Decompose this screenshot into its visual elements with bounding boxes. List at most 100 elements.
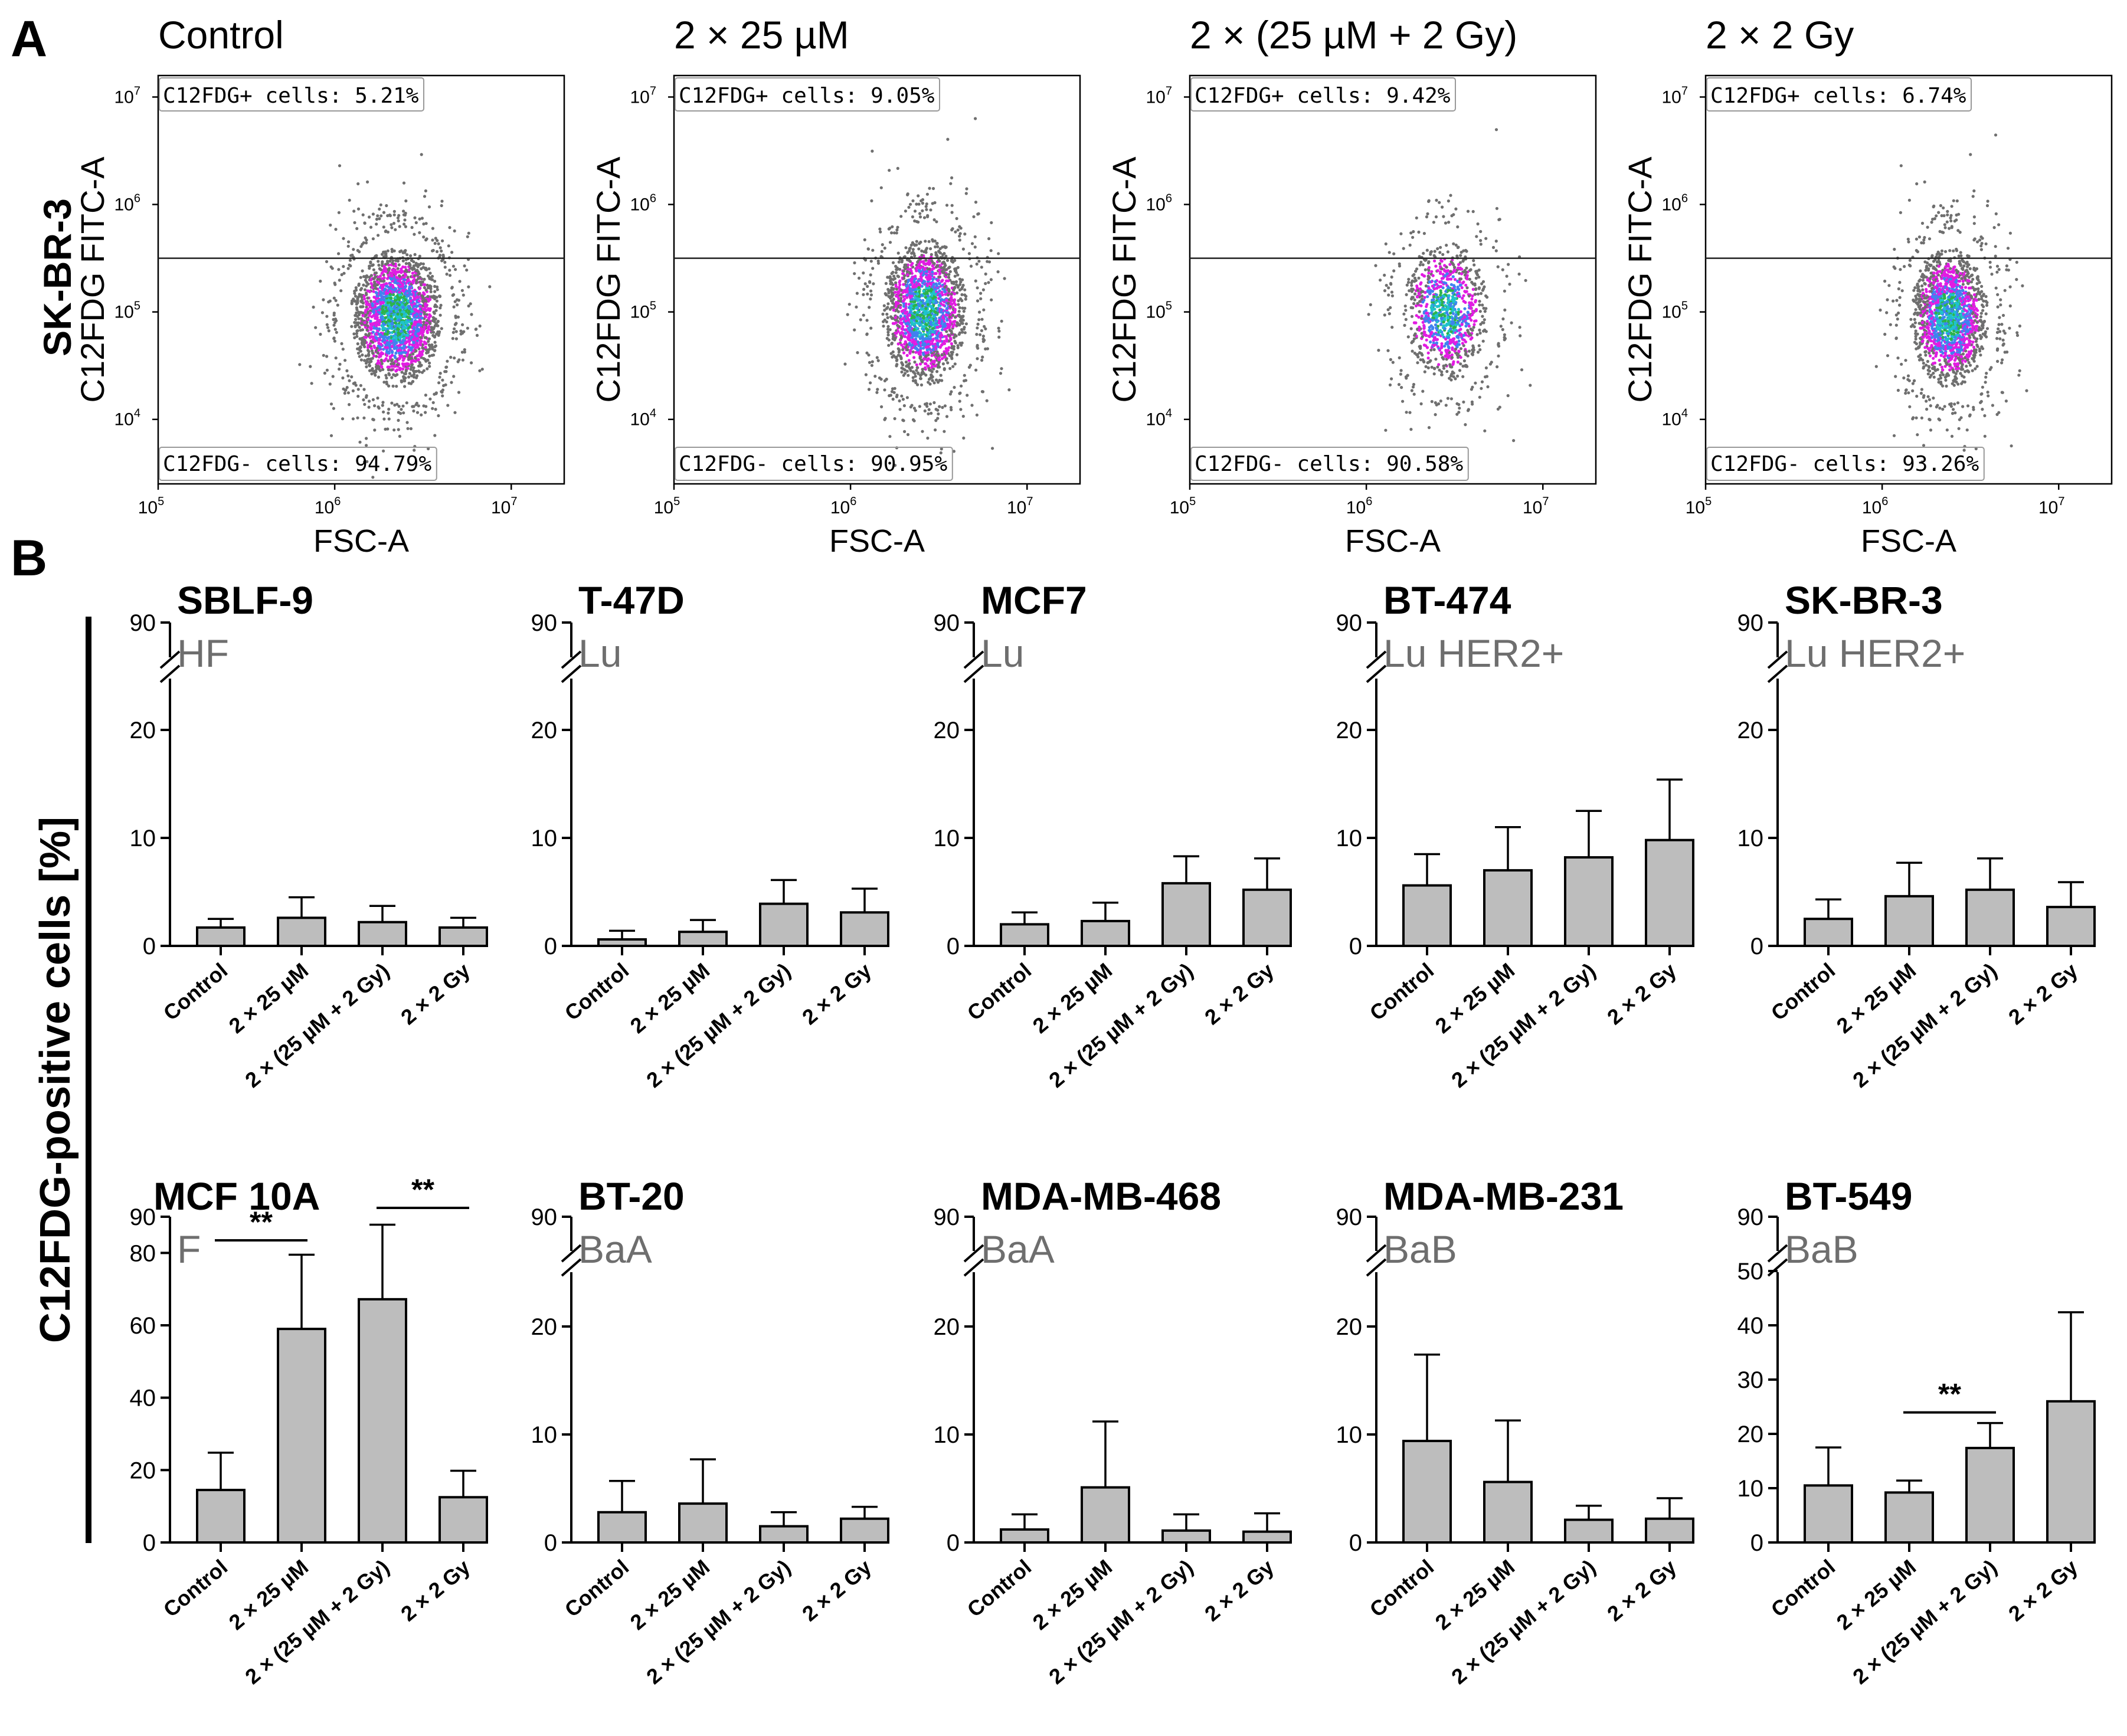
flow-dot xyxy=(887,290,891,294)
flow-dot xyxy=(888,241,892,244)
flow-dot xyxy=(370,315,374,319)
flow-dot xyxy=(906,433,910,437)
flow-dot xyxy=(414,332,417,336)
flow-dot xyxy=(362,388,366,391)
flow-dot xyxy=(455,298,459,302)
flow-dot xyxy=(1471,344,1475,348)
flow-dot xyxy=(866,284,869,288)
flow-dot xyxy=(1388,312,1391,316)
flow-dot xyxy=(417,292,421,296)
flow-dot xyxy=(1464,423,1467,427)
flow-gate-positive-label: C12FDG+ cells: 9.05% xyxy=(679,84,935,108)
flow-dot xyxy=(902,304,906,308)
flow-dot xyxy=(405,293,408,297)
flow-dot xyxy=(396,267,400,270)
flow-dot xyxy=(355,227,359,230)
flow-dot xyxy=(916,383,919,386)
flow-dot xyxy=(1411,306,1415,310)
flow-dot xyxy=(1451,312,1455,316)
flow-dot xyxy=(924,362,927,365)
flow-dot xyxy=(921,339,925,342)
flow-dot xyxy=(903,274,907,277)
flow-dot xyxy=(364,354,368,358)
flow-dot xyxy=(421,333,424,337)
flow-dot xyxy=(387,384,391,388)
flow-dot xyxy=(907,363,910,366)
flow-dot xyxy=(886,327,890,331)
flow-dot xyxy=(359,317,364,320)
flow-dot xyxy=(450,286,454,290)
flow-dot xyxy=(1510,321,1513,325)
flow-dot xyxy=(432,353,436,357)
flow-dot xyxy=(409,348,413,352)
flow-dot xyxy=(420,294,424,297)
flow-dot xyxy=(948,354,951,358)
flow-dot xyxy=(431,347,434,351)
flow-dot xyxy=(423,325,426,329)
flow-dot xyxy=(929,208,932,212)
flow-dot xyxy=(378,327,381,330)
flow-dot xyxy=(892,287,895,290)
flow-dot xyxy=(935,242,938,245)
flow-dot xyxy=(963,232,967,236)
flow-dot xyxy=(393,317,397,321)
flow-dot xyxy=(355,332,359,336)
flow-dot xyxy=(962,436,966,440)
flow-dot xyxy=(950,281,954,285)
flow-dot xyxy=(325,368,329,372)
flow-dot xyxy=(431,249,434,253)
flow-dot xyxy=(418,361,421,365)
flow-dot xyxy=(415,354,419,358)
flow-dot xyxy=(397,349,400,352)
flow-dot xyxy=(989,278,993,281)
flow-dot xyxy=(958,331,962,335)
flow-dot xyxy=(1451,275,1455,279)
flow-dot xyxy=(1000,367,1003,371)
flow-dot xyxy=(375,222,378,226)
flow-dot xyxy=(364,313,368,317)
flow-dot xyxy=(409,254,413,258)
flow-dot xyxy=(927,378,931,381)
flow-dot xyxy=(453,356,456,360)
flow-dot xyxy=(981,338,985,341)
flow-dot xyxy=(926,214,930,217)
flow-gate-negative-label: C12FDG- cells: 90.95% xyxy=(679,452,947,476)
flow-dot xyxy=(891,350,895,354)
flow-dot xyxy=(407,358,411,361)
flow-dot xyxy=(958,238,961,242)
flow-dot xyxy=(417,299,421,303)
flow-dot xyxy=(924,258,928,262)
flow-dot xyxy=(950,390,953,394)
flow-dot xyxy=(963,293,967,297)
flow-dot xyxy=(391,285,395,289)
flow-dot xyxy=(936,365,940,369)
flow-dot xyxy=(872,282,875,286)
flow-dot xyxy=(396,216,400,220)
flow-dot xyxy=(947,311,950,315)
flow-dot xyxy=(957,310,961,313)
flow-dot xyxy=(368,336,372,339)
flow-dot xyxy=(356,207,361,211)
flow-dot xyxy=(404,249,407,253)
flow-dot xyxy=(916,331,919,335)
flow-dot xyxy=(441,378,444,382)
flow-dot xyxy=(948,366,952,371)
flow-dot xyxy=(400,313,404,316)
flow-dot xyxy=(405,253,409,257)
flow-dot xyxy=(405,363,408,366)
flow-dot xyxy=(936,279,940,282)
flow-dot xyxy=(384,335,387,339)
flow-dot xyxy=(958,306,961,310)
flow-dot xyxy=(433,295,437,299)
flow-dot xyxy=(911,215,914,219)
flow-dot xyxy=(382,348,385,351)
flow-dot xyxy=(374,374,377,377)
flow-dot xyxy=(882,325,885,328)
flow-dot xyxy=(388,344,391,348)
flow-dot xyxy=(876,261,881,265)
flow-dot xyxy=(368,264,372,268)
flow-dot xyxy=(411,380,414,384)
flow-dot xyxy=(414,349,418,353)
flow-dot xyxy=(422,291,426,294)
flow-dot xyxy=(884,293,888,296)
